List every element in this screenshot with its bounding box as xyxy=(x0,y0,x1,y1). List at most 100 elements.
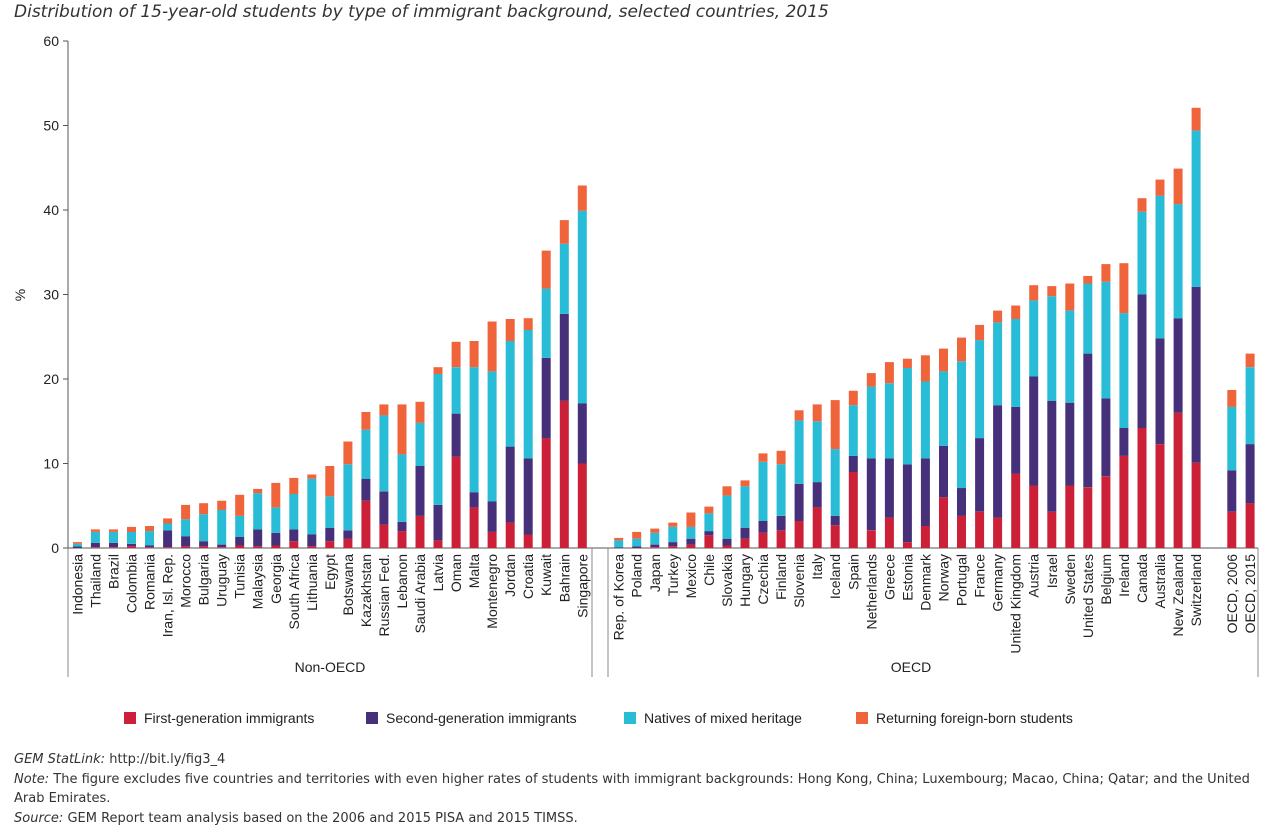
bar-segment-slovakia-natives-of-mixed-heritage xyxy=(722,495,732,539)
bar-segment-united-states-natives-of-mixed-heritage xyxy=(1083,283,1093,354)
bar-segment-malaysia-returning-foreign-born-students xyxy=(253,488,263,494)
bar-segment-portugal-returning-foreign-born-students xyxy=(957,337,966,362)
bar-segment-singapore-first-generation-immigrants xyxy=(577,463,587,548)
bar-segment-colombia-natives-of-mixed-heritage xyxy=(127,531,136,544)
bar-segment-slovenia-first-generation-immigrants xyxy=(794,521,804,548)
legend-label-first-generation: First-generation immigrants xyxy=(144,710,315,726)
bar-segment-united-kingdom-first-generation-immigrants xyxy=(1011,473,1021,548)
bar-segment-colombia-returning-foreign-born-students xyxy=(127,526,136,532)
bar-segment-iran-isl-rep-returning-foreign-born-students xyxy=(163,518,173,524)
bar-segment-latvia-natives-of-mixed-heritage xyxy=(433,373,443,505)
bar-segment-bulgaria-natives-of-mixed-heritage xyxy=(199,514,209,542)
bar-segment-belgium-returning-foreign-born-students xyxy=(1101,264,1111,282)
bar-segment-new-zealand-natives-of-mixed-heritage xyxy=(1173,204,1183,319)
bar-segment-slovenia-natives-of-mixed-heritage xyxy=(794,420,804,484)
bar-segment-lebanon-returning-foreign-born-students xyxy=(397,404,407,455)
bar-segment-oman-first-generation-immigrants xyxy=(451,456,461,548)
bar-segment-italy-natives-of-mixed-heritage xyxy=(812,421,822,483)
bar-segment-slovakia-returning-foreign-born-students xyxy=(722,486,732,496)
bar-segment-uruguay-returning-foreign-born-students xyxy=(217,500,227,510)
bar-segment-tunisia-first-generation-immigrants xyxy=(235,545,245,548)
legend-item-returning: Returning foreign-born students xyxy=(856,710,1073,726)
x-tick-label-poland: Poland xyxy=(629,554,645,598)
bar-segment-brazil-second-generation-immigrants xyxy=(109,542,118,548)
x-tick-label-kuwait: Kuwait xyxy=(538,554,554,596)
bar-segment-bahrain-natives-of-mixed-heritage xyxy=(559,243,569,314)
bar-segment-estonia-returning-foreign-born-students xyxy=(902,358,912,368)
bar-segment-italy-returning-foreign-born-students xyxy=(812,404,822,422)
bar-segment-canada-second-generation-immigrants xyxy=(1137,294,1147,428)
x-tick-label-morocco: Morocco xyxy=(178,554,194,608)
bar-segment-thailand-second-generation-immigrants xyxy=(90,542,100,548)
x-tick-label-czechia: Czechia xyxy=(755,554,771,605)
x-tick-label-bulgaria: Bulgaria xyxy=(196,554,212,606)
bar-segment-estonia-natives-of-mixed-heritage xyxy=(902,368,912,465)
bar-segment-romania-first-generation-immigrants xyxy=(145,547,154,548)
statlink-link[interactable]: http://bit.ly/fig3_4 xyxy=(109,752,226,767)
bar-segment-malta-natives-of-mixed-heritage xyxy=(469,367,479,493)
x-tick-label-germany: Germany xyxy=(990,554,1006,612)
bar-segment-oecd-2006-second-generation-immigrants xyxy=(1227,470,1237,512)
bar-segment-iran-isl-rep-first-generation-immigrants xyxy=(163,547,173,548)
bar-segment-iran-isl-rep-natives-of-mixed-heritage xyxy=(163,523,173,531)
bar-segment-egypt-first-generation-immigrants xyxy=(325,541,335,548)
bar-segment-south-africa-second-generation-immigrants xyxy=(289,529,299,542)
x-tick-label-oman: Oman xyxy=(448,554,464,592)
bar-segment-morocco-second-generation-immigrants xyxy=(181,536,191,547)
bar-segment-spain-second-generation-immigrants xyxy=(848,455,858,472)
y-tick-label: 30 xyxy=(43,287,59,303)
bar-segment-united-kingdom-natives-of-mixed-heritage xyxy=(1011,319,1021,407)
bar-segment-malta-second-generation-immigrants xyxy=(469,492,479,508)
bar-segment-denmark-first-generation-immigrants xyxy=(920,526,930,548)
x-tick-label-uruguay: Uruguay xyxy=(214,554,230,607)
legend-label-second-generation: Second-generation immigrants xyxy=(386,710,577,726)
x-tick-label-spain: Spain xyxy=(845,554,861,590)
bar-segment-brazil-natives-of-mixed-heritage xyxy=(109,531,118,543)
bar-segment-denmark-returning-foreign-born-students xyxy=(920,355,930,382)
x-tick-label-romania: Romania xyxy=(142,554,158,610)
statlink-label: GEM StatLink: xyxy=(14,752,106,767)
bar-segment-germany-second-generation-immigrants xyxy=(993,405,1003,518)
bar-segment-czechia-second-generation-immigrants xyxy=(758,521,768,533)
bar-segment-ireland-natives-of-mixed-heritage xyxy=(1119,313,1129,428)
x-tick-label-estonia: Estonia xyxy=(899,554,915,601)
x-tick-label-oecd-2015: OECD, 2015 xyxy=(1242,554,1258,634)
bar-segment-finland-first-generation-immigrants xyxy=(776,530,786,548)
bar-segment-israel-natives-of-mixed-heritage xyxy=(1047,296,1057,401)
bar-segment-lithuania-first-generation-immigrants xyxy=(307,546,317,548)
bar-segment-sweden-returning-foreign-born-students xyxy=(1065,283,1075,311)
x-tick-label-indonesia: Indonesia xyxy=(69,554,85,615)
y-tick-label: 20 xyxy=(43,371,59,387)
x-tick-label-kazakhstan: Kazakhstan xyxy=(358,554,374,627)
bar-segment-saudi-arabia-first-generation-immigrants xyxy=(415,515,425,548)
legend-swatch-second-generation xyxy=(366,712,378,724)
bar-segment-austria-second-generation-immigrants xyxy=(1029,376,1039,486)
x-tick-label-latvia: Latvia xyxy=(430,554,446,592)
bar-segment-australia-second-generation-immigrants xyxy=(1155,338,1165,444)
x-tick-label-georgia: Georgia xyxy=(268,554,284,604)
bar-segment-france-second-generation-immigrants xyxy=(975,438,985,512)
bar-segment-montenegro-first-generation-immigrants xyxy=(487,531,497,548)
bar-segment-lithuania-natives-of-mixed-heritage xyxy=(307,478,317,535)
bar-segment-australia-natives-of-mixed-heritage xyxy=(1155,195,1165,339)
bar-segment-finland-natives-of-mixed-heritage xyxy=(776,464,786,516)
legend-item-mixed-heritage: Natives of mixed heritage xyxy=(624,710,802,726)
bar-segment-germany-returning-foreign-born-students xyxy=(993,310,1003,323)
bar-segment-lebanon-second-generation-immigrants xyxy=(397,521,407,532)
bar-segment-new-zealand-first-generation-immigrants xyxy=(1173,412,1183,548)
bar-segment-kazakhstan-returning-foreign-born-students xyxy=(361,412,371,430)
bar-segment-ireland-first-generation-immigrants xyxy=(1119,455,1129,548)
bar-segment-russian-fed-returning-foreign-born-students xyxy=(379,404,389,416)
bar-segment-greece-second-generation-immigrants xyxy=(884,458,894,518)
bar-segment-switzerland-returning-foreign-born-students xyxy=(1191,107,1201,131)
y-tick-label: 40 xyxy=(43,202,59,218)
bar-segment-netherlands-second-generation-immigrants xyxy=(866,458,876,531)
stacked-bar-chart: 0 10 20 30 40 50 60% Indonesia Thailand Brazil Col… xyxy=(12,33,1259,677)
source-line: Source: GEM Report team analysis based o… xyxy=(14,809,1274,829)
bar-segment-colombia-second-generation-immigrants xyxy=(127,543,136,547)
bar-segment-bahrain-returning-foreign-born-students xyxy=(559,220,569,244)
bar-segment-georgia-second-generation-immigrants xyxy=(271,532,281,546)
bar-segment-kazakhstan-second-generation-immigrants xyxy=(361,478,371,501)
bar-segment-indonesia-natives-of-mixed-heritage xyxy=(72,543,82,547)
x-tick-label-italy: Italy xyxy=(809,554,825,580)
